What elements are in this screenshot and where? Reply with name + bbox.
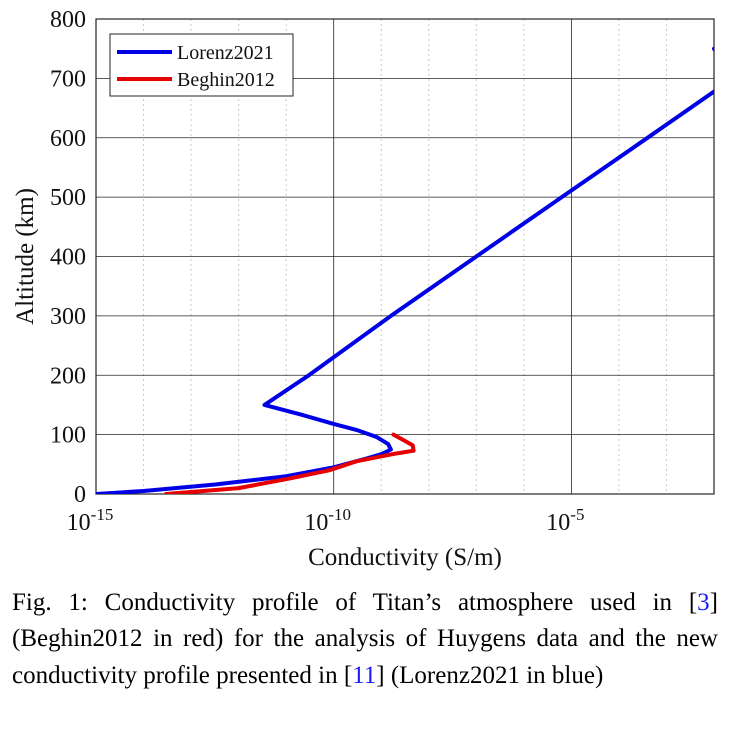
- caption-prefix: Fig. 1: Conductivity profile of Titan’s …: [12, 589, 698, 616]
- conductivity-chart: 0 100 200 300 400 500 600 700 800 10-15 10-10 10-5 C…: [12, 7, 715, 571]
- legend-label-beghin2012: Beghin2012: [177, 69, 275, 91]
- caption-suffix: ] (Lorenz2021 in blue): [376, 661, 604, 689]
- figure-caption: Fig. 1: Conductivity profile of Titan’s …: [12, 585, 718, 694]
- y-tick-label: 800: [50, 7, 86, 33]
- caption-middle: ] (Beghin2012 in red) for the analysis o…: [12, 589, 718, 689]
- y-tick-label: 600: [50, 126, 86, 152]
- citation-link-3[interactable]: 3: [697, 589, 710, 616]
- y-tick-label: 200: [50, 363, 86, 389]
- y-tick-label: 100: [50, 423, 86, 449]
- y-tick-label: 300: [50, 304, 86, 330]
- y-axis-label: Altitude (km): [12, 188, 39, 325]
- x-axis-label: Conductivity (S/m): [308, 544, 502, 571]
- y-tick-label: 0: [74, 482, 86, 508]
- x-tick-label: 10-5: [546, 505, 584, 536]
- series-line-lorenz2021: [96, 46, 714, 494]
- legend-box: [109, 33, 294, 97]
- y-tick-label: 400: [50, 245, 86, 271]
- y-tick-label: 700: [50, 66, 86, 92]
- citation-link-11[interactable]: 11: [352, 661, 377, 689]
- legend: Lorenz2021 Beghin2012: [109, 33, 294, 97]
- x-tick-label: 10-10: [304, 505, 351, 536]
- x-tick-label: 10-15: [67, 505, 114, 536]
- series-line-beghin2012: [164, 432, 416, 494]
- axes-frame: [95, 18, 715, 495]
- legend-label-lorenz2021: Lorenz2021: [177, 42, 274, 64]
- y-tick-label: 500: [50, 185, 86, 211]
